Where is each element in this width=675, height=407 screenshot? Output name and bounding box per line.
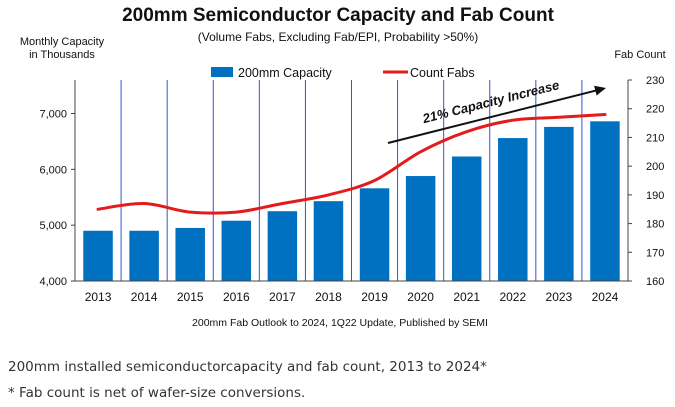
source-note: 200mm Fab Outlook to 2024, 1Q22 Update, … <box>192 317 488 329</box>
x-tick-label: 2023 <box>546 290 573 304</box>
annotation-arrow-shaft <box>387 88 599 144</box>
chart-svg: 200mm Semiconductor Capacity and Fab Cou… <box>20 5 666 329</box>
chart-subtitle: (Volume Fabs, Excluding Fab/EPI, Probabi… <box>198 30 478 44</box>
plot-area: 4,000 5,000 6,000 7,000 160 170 180 190 200 210 22… <box>39 75 664 304</box>
y-axis-right-label: Fab Count <box>614 49 665 61</box>
bar-capacity <box>175 227 205 281</box>
bar-capacity <box>129 230 159 281</box>
x-tick-label: 2019 <box>361 290 388 304</box>
x-tick-label: 2013 <box>85 290 112 304</box>
y-tick-label-right: 170 <box>646 247 664 259</box>
x-tick-label: 2018 <box>315 290 342 304</box>
y-tick-label-left: 5,000 <box>39 220 67 232</box>
bar-capacity <box>451 156 482 281</box>
bar-capacity <box>313 201 344 281</box>
y-tick-label-right: 230 <box>646 75 664 87</box>
y-tick-label-right: 220 <box>646 104 664 116</box>
bar-capacity <box>221 220 252 281</box>
legend: 200mm Capacity Count Fabs <box>211 66 475 80</box>
bar-capacity <box>405 176 436 281</box>
y-tick-label-right: 160 <box>646 276 664 288</box>
y-tick-label-right: 180 <box>646 219 664 231</box>
caption-line-2: * Fab count is net of wafer-size convers… <box>8 385 306 401</box>
caption-line-1: 200mm installed semiconductorcapacity an… <box>8 359 487 375</box>
y-tick-label-right: 190 <box>646 190 664 202</box>
x-tick-label: 2016 <box>223 290 250 304</box>
x-tick-label: 2024 <box>592 290 619 304</box>
legend-label-count-fabs: Count Fabs <box>410 66 475 80</box>
bar-capacity <box>544 126 574 282</box>
y-axis-left-label-line1: Monthly Capacity <box>20 36 105 48</box>
x-tick-label: 2021 <box>453 290 480 304</box>
x-tick-label: 2020 <box>407 290 434 304</box>
legend-label-capacity: 200mm Capacity <box>238 66 333 80</box>
line-count-fabs <box>96 113 607 215</box>
x-tick-label: 2015 <box>177 290 204 304</box>
y-tick-label-left: 6,000 <box>39 164 67 176</box>
y-axis-left-label-line2: in Thousands <box>29 49 95 61</box>
x-tick-label: 2017 <box>269 290 296 304</box>
y-tick-label-right: 210 <box>646 132 664 144</box>
x-tick-label: 2014 <box>131 290 158 304</box>
bar-capacity <box>498 138 528 281</box>
legend-swatch-capacity <box>211 67 233 77</box>
bar-capacity <box>590 121 620 281</box>
y-tick-label-left: 4,000 <box>39 276 67 288</box>
y-tick-label-left: 7,000 <box>39 109 67 121</box>
chart-title: 200mm Semiconductor Capacity and Fab Cou… <box>122 5 554 26</box>
annotation-arrow-head <box>594 85 606 96</box>
bar-capacity <box>359 188 390 281</box>
y-tick-label-right: 200 <box>646 161 664 173</box>
x-tick-label: 2022 <box>499 290 526 304</box>
bar-capacity <box>83 230 113 281</box>
bar-capacity <box>267 211 298 281</box>
